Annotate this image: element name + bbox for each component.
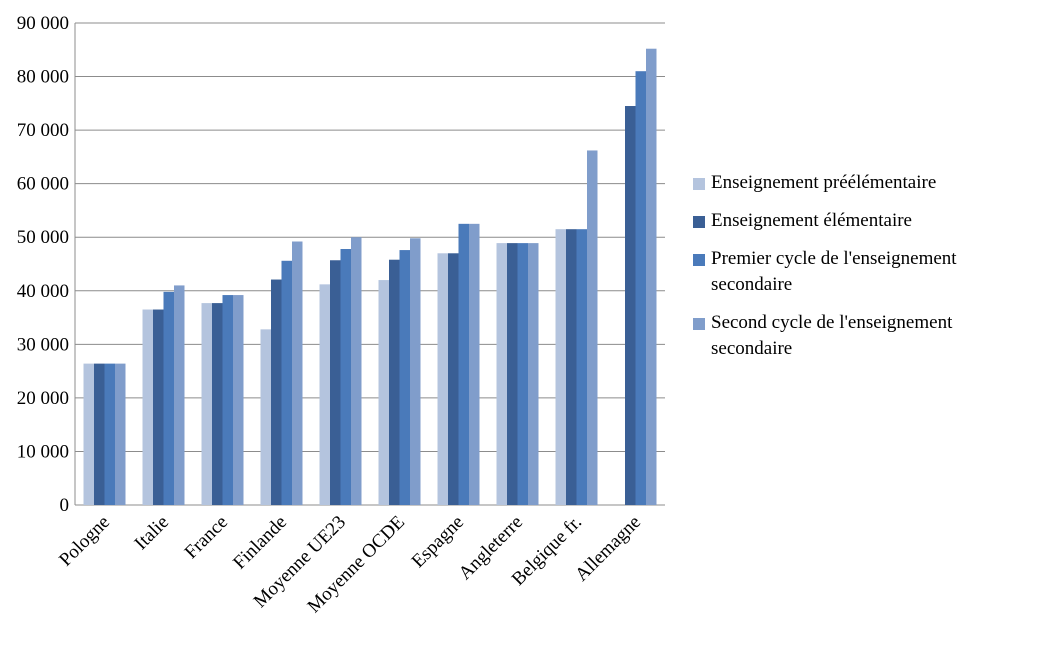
legend: Enseignement préélémentaire Enseignement … [693, 170, 1033, 374]
x-tick-label: Italie [131, 512, 173, 554]
legend-item: Enseignement élémentaire [693, 208, 1033, 234]
y-tick-label: 50 000 [17, 227, 69, 248]
bar [378, 280, 389, 505]
bar [389, 259, 400, 505]
y-tick-label: 60 000 [17, 174, 69, 195]
legend-label: Enseignement élémentaire [711, 210, 912, 231]
bar [233, 295, 244, 505]
bar [576, 229, 587, 505]
bar [271, 279, 282, 505]
bar [319, 284, 330, 505]
x-tick-label: France [181, 512, 232, 563]
bar [292, 241, 303, 506]
y-tick-label: 0 [60, 495, 70, 516]
bar [555, 229, 566, 505]
y-tick-label: 20 000 [17, 388, 69, 409]
legend-label: Second cycle de l'enseignement secondair… [711, 312, 953, 359]
bar [566, 229, 577, 505]
bar [437, 253, 448, 505]
bar [517, 243, 528, 505]
bar [458, 223, 469, 506]
bar [587, 150, 598, 505]
bar [104, 363, 115, 505]
bar [212, 303, 223, 505]
legend-label: Premier cycle de l'enseignement secondai… [711, 248, 957, 295]
y-tick-label: 80 000 [17, 67, 69, 88]
y-tick-label: 90 000 [17, 13, 69, 34]
bar [201, 303, 212, 505]
legend-item: Second cycle de l'enseignement secondair… [693, 310, 1033, 362]
bar [469, 223, 480, 506]
bar [83, 363, 94, 505]
x-tick-label: Pologne [55, 512, 114, 571]
bar [635, 71, 646, 505]
bar [330, 260, 341, 505]
bar [222, 295, 233, 505]
legend-swatch [693, 216, 705, 228]
legend-swatch [693, 178, 705, 190]
bar [142, 309, 153, 505]
bar [448, 253, 459, 505]
y-tick-label: 40 000 [17, 281, 69, 302]
bar [625, 106, 636, 505]
bar [115, 363, 126, 505]
y-tick-label: 70 000 [17, 120, 69, 141]
bar [174, 285, 185, 505]
y-tick-label: 10 000 [17, 441, 69, 462]
bar [507, 243, 518, 505]
legend-swatch [693, 254, 705, 266]
legend-item: Premier cycle de l'enseignement secondai… [693, 246, 1033, 298]
legend-item: Enseignement préélémentaire [693, 170, 1033, 196]
x-tick-label: Espagne [408, 512, 468, 572]
legend-label: Enseignement préélémentaire [711, 172, 937, 193]
bar [351, 237, 362, 505]
legend-swatch [693, 318, 705, 330]
bar [410, 238, 421, 505]
bar [340, 249, 351, 505]
bar [94, 363, 105, 505]
bar [260, 329, 271, 505]
bar [496, 243, 507, 505]
bar [528, 243, 539, 505]
bar [281, 260, 292, 505]
bar [646, 48, 657, 505]
bar [163, 291, 174, 505]
x-tick-label: Allemagne [571, 512, 645, 586]
bar [399, 250, 410, 505]
y-tick-label: 30 000 [17, 334, 69, 355]
bar [153, 309, 164, 505]
